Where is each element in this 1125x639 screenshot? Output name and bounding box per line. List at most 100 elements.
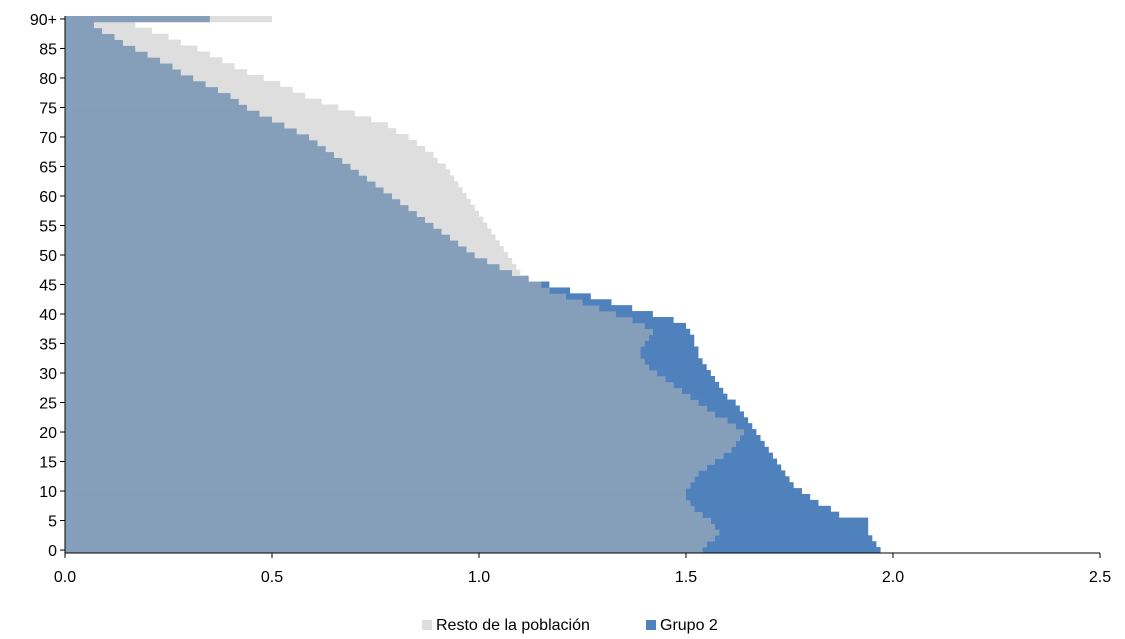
y-tick-label-35: 35 (39, 337, 57, 354)
bar-overlap-age-24 (65, 405, 707, 412)
bar-overlap-age-45 (65, 281, 542, 288)
bar-overlap-age-31 (65, 364, 649, 371)
y-tick-label-65: 65 (39, 159, 57, 176)
bar-resto-excess-age-51 (466, 246, 504, 253)
bar-resto-excess-age-72 (284, 122, 388, 129)
bar-overlap-age-61 (65, 187, 384, 194)
y-tick-label-10: 10 (39, 484, 57, 501)
x-tick-label-5: 2.5 (1089, 569, 1111, 586)
bar-overlap-age-18 (65, 440, 736, 448)
bar-overlap-age-65 (65, 163, 351, 170)
y-tick-label-25: 25 (39, 396, 57, 413)
bar-overlap-age-48 (65, 263, 500, 271)
bar-overlap-age-9 (65, 493, 686, 501)
bar-grupo-2-excess-age-12 (694, 476, 790, 483)
bar-resto-excess-age-80 (193, 75, 264, 82)
y-tick-label-5: 5 (48, 514, 57, 531)
bar-grupo-2-excess-age-35 (644, 340, 695, 347)
bar-overlap-age-67 (65, 151, 335, 158)
bar-overlap-age-49 (65, 257, 488, 265)
bar-resto-excess-age-64 (358, 169, 451, 176)
x-tick-label-3: 1.5 (675, 569, 697, 586)
bar-grupo-2-excess-age-10 (686, 488, 802, 495)
bar-resto-excess-age-63 (367, 175, 455, 182)
bar-overlap-age-78 (65, 86, 219, 94)
bar-overlap-age-60 (65, 193, 393, 200)
bar-grupo-2-excess-age-28 (673, 381, 720, 389)
bar-overlap-age-41 (65, 305, 600, 312)
bar-grupo-2-excess-age-38 (644, 322, 686, 330)
bar-overlap-age-75 (65, 104, 248, 111)
bar-resto-excess-age-57 (416, 210, 479, 217)
bar-grupo-2-excess-age-2 (714, 535, 873, 542)
y-tick-label-45: 45 (39, 278, 57, 295)
bar-grupo-2-excess-age-5 (710, 517, 869, 524)
bar-grupo-2-excess-age-3 (719, 529, 869, 536)
bar-overlap-age-2 (65, 535, 715, 542)
bar-overlap-age-51 (65, 246, 467, 253)
y-tick-label-20: 20 (39, 425, 57, 442)
bar-grupo-2-excess-age-34 (640, 346, 699, 353)
bar-overlap-age-64 (65, 169, 359, 176)
y-tick-label-55: 55 (39, 218, 57, 235)
bar-grupo-2-excess-age-37 (652, 328, 691, 336)
bar-resto-excess-age-56 (425, 216, 484, 223)
bar-overlap-age-17 (65, 446, 732, 454)
bar-resto-excess-age-90+ (209, 16, 272, 23)
y-tick-label-50: 50 (39, 248, 57, 265)
bar-overlap-age-62 (65, 181, 376, 188)
bar-grupo-2-excess-age-25 (698, 399, 736, 406)
bar-overlap-age-85 (65, 45, 136, 52)
bar-overlap-age-34 (65, 346, 641, 353)
bar-overlap-age-12 (65, 476, 695, 483)
bar-grupo-2-excess-age-13 (698, 470, 786, 477)
bar-overlap-age-57 (65, 210, 417, 217)
bar-resto-excess-age-53 (450, 234, 496, 241)
bar-overlap-age-69 (65, 139, 318, 147)
bar-overlap-age-54 (65, 228, 442, 235)
bar-overlap-age-82 (65, 63, 173, 70)
bar-grupo-2-excess-age-18 (735, 440, 765, 448)
bar-resto-excess-age-71 (296, 128, 397, 135)
bar-resto-excess-age-50 (474, 252, 508, 259)
y-tick-label-70: 70 (39, 130, 57, 147)
bar-resto-excess-age-59 (400, 198, 471, 206)
y-tick-label-0: 0 (48, 543, 57, 560)
bar-resto-excess-age-88 (102, 27, 152, 35)
bar-grupo-2-excess-age-11 (690, 482, 794, 489)
bar-overlap-age-66 (65, 157, 343, 164)
bar-overlap-age-72 (65, 122, 285, 129)
bar-overlap-age-36 (65, 334, 649, 341)
y-tick-label-15: 15 (39, 455, 57, 472)
bar-overlap-age-84 (65, 51, 148, 58)
bar-overlap-age-13 (65, 470, 699, 477)
bar-overlap-age-90+ (65, 16, 210, 23)
bar-overlap-age-46 (65, 275, 529, 282)
bar-resto-excess-age-68 (325, 145, 426, 153)
bar-grupo-2-excess-age-23 (714, 411, 744, 418)
bar-overlap-age-55 (65, 222, 434, 229)
bar-grupo-2-excess-age-33 (640, 352, 699, 359)
bar-grupo-2-excess-age-4 (714, 523, 869, 530)
bar-overlap-age-52 (65, 240, 459, 247)
bar-grupo-2-excess-age-21 (735, 423, 753, 430)
bar-overlap-age-43 (65, 293, 566, 300)
bar-resto-excess-age-84 (147, 51, 210, 58)
bar-overlap-age-68 (65, 145, 326, 153)
bar-resto-excess-age-69 (317, 139, 417, 147)
bar-overlap-age-40 (65, 311, 616, 318)
bar-grupo-2-excess-age-30 (657, 370, 711, 377)
bar-overlap-age-58 (65, 204, 409, 212)
bar-overlap-age-53 (65, 234, 451, 241)
bar-resto-excess-age-79 (205, 80, 281, 88)
bar-grupo-2-excess-age-19 (739, 434, 761, 442)
bar-resto-excess-age-86 (122, 39, 181, 46)
bar-overlap-age-14 (65, 464, 707, 471)
x-tick-label-0: 0.0 (54, 569, 76, 586)
bar-grupo-2-excess-age-6 (702, 511, 840, 518)
series-layer (65, 16, 881, 554)
bar-grupo-2-excess-age-45 (541, 281, 550, 288)
bar-resto-excess-age-62 (375, 181, 459, 188)
bar-resto-excess-age-85 (135, 45, 198, 52)
y-tick-label-60: 60 (39, 189, 57, 206)
